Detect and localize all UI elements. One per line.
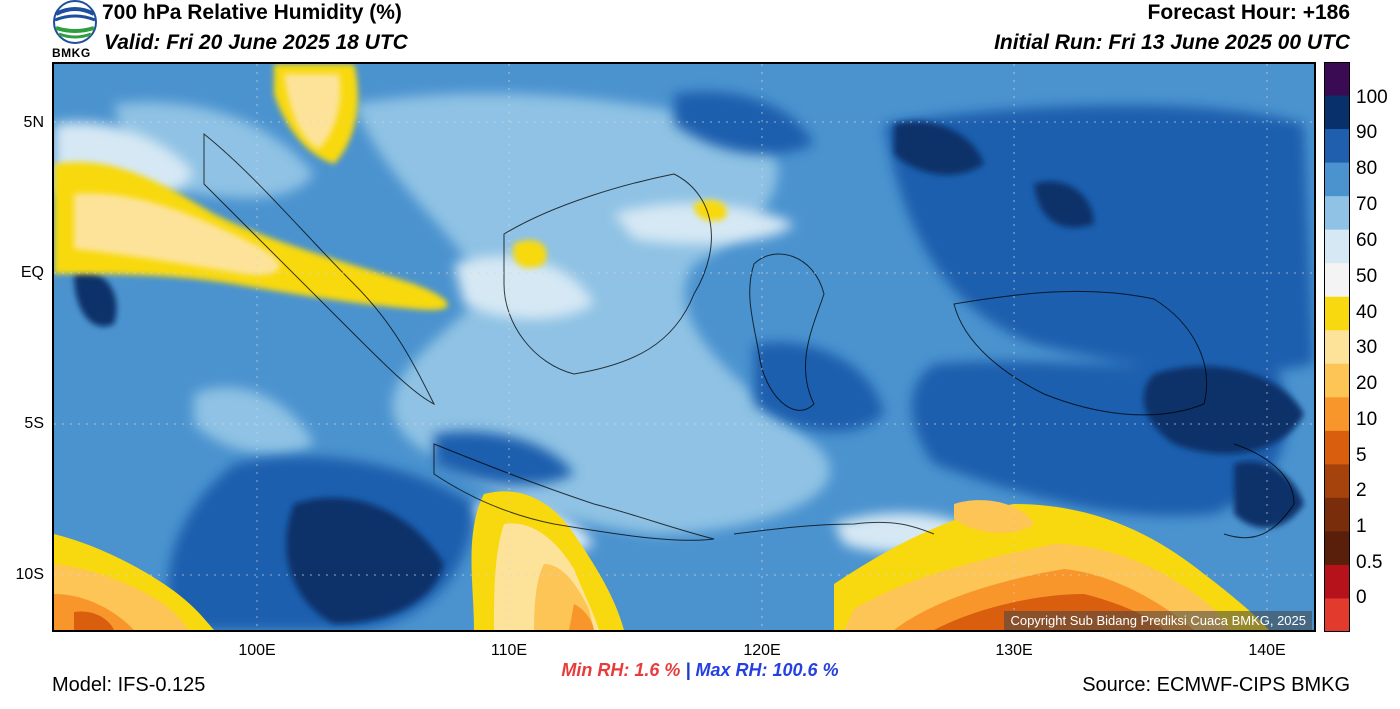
colorbar-swatch: [1324, 330, 1350, 365]
colorbar-swatch: [1324, 129, 1350, 164]
min-max-separator: |: [685, 660, 691, 680]
source-label: Source: ECMWF-CIPS BMKG: [1082, 674, 1350, 696]
field-dry-southeast: [834, 500, 1269, 630]
colorbar-label-30: 30: [1356, 337, 1378, 358]
humidity-map: [52, 62, 1316, 632]
colorbar-swatch: [1324, 497, 1350, 532]
colorbar-swatch: [1324, 229, 1350, 264]
max-rh: Max RH: 100.6 %: [695, 660, 839, 680]
colorbar-label-0-5: 0.5: [1356, 552, 1383, 573]
colorbar-swatch: [1324, 464, 1350, 499]
colorbar-swatch: [1324, 62, 1350, 97]
map-title: 700 hPa Relative Humidity (%): [102, 1, 402, 24]
bmkg-logo: [53, 0, 97, 44]
colorbar-swatch: [1324, 531, 1350, 566]
lon-label-110e: 110E: [490, 642, 528, 659]
colorbar-label-1: 1: [1356, 516, 1367, 537]
field-20-30-northwest: [74, 74, 341, 275]
colorbar-swatch: [1324, 397, 1350, 432]
lat-label-5s: 5S: [24, 415, 44, 432]
lat-label-5n: 5N: [23, 114, 44, 131]
copyright-note: Copyright Sub Bidang Prediksi Cuaca BMKG…: [1004, 611, 1312, 630]
logo-text: BMKG: [52, 46, 91, 60]
colorbar-swatch: [1324, 296, 1350, 331]
colorbar-label-0: 0: [1356, 587, 1367, 608]
min-max-rh: Min RH: 1.6 % | Max RH: 100.6 %: [0, 660, 1400, 681]
field-90-100: [74, 121, 1304, 624]
colorbar-border: [1324, 62, 1350, 632]
valid-time: Valid: Fri 20 June 2025 18 UTC: [104, 31, 408, 54]
humidity-field: [54, 64, 1314, 630]
colorbar: [1324, 62, 1350, 632]
field-dry-java: [471, 491, 624, 630]
colorbar-label-10: 10: [1356, 409, 1378, 430]
colorbar-swatch: [1324, 95, 1350, 130]
colorbar-label-50: 50: [1356, 266, 1378, 287]
colorbar-label-100: 100: [1356, 87, 1388, 108]
lat-label-10s: 10S: [15, 566, 44, 583]
colorbar-swatch: [1324, 162, 1350, 197]
colorbar-label-70: 70: [1356, 194, 1378, 215]
lon-label-100e: 100E: [238, 642, 276, 659]
initial-run: Initial Run: Fri 13 June 2025 00 UTC: [994, 31, 1350, 54]
colorbar-swatch: [1324, 196, 1350, 231]
colorbar-swatch: [1324, 363, 1350, 398]
colorbar-label-60: 60: [1356, 230, 1378, 251]
colorbar-swatch: [1324, 598, 1350, 632]
colorbar-label-90: 90: [1356, 122, 1378, 143]
lon-label-120e: 120E: [743, 642, 781, 659]
forecast-hour: Forecast Hour: +186: [1147, 1, 1351, 24]
colorbar-label-2: 2: [1356, 480, 1367, 501]
colorbar-swatch: [1324, 564, 1350, 599]
colorbar-label-5: 5: [1356, 445, 1367, 466]
model-label: Model: IFS-0.125: [52, 674, 206, 696]
colorbar-swatch: [1324, 430, 1350, 465]
lon-label-140e: 140E: [1248, 642, 1286, 659]
colorbar-label-20: 20: [1356, 373, 1378, 394]
colorbar-label-40: 40: [1356, 302, 1378, 323]
graticule: [54, 64, 1314, 630]
field-dry-southwest: [54, 534, 214, 630]
colorbar-swatch: [1324, 263, 1350, 298]
lon-label-130e: 130E: [995, 642, 1033, 659]
lat-label-eq: EQ: [20, 264, 44, 281]
min-rh: Min RH: 1.6 %: [561, 660, 681, 680]
colorbar-label-80: 80: [1356, 158, 1378, 179]
